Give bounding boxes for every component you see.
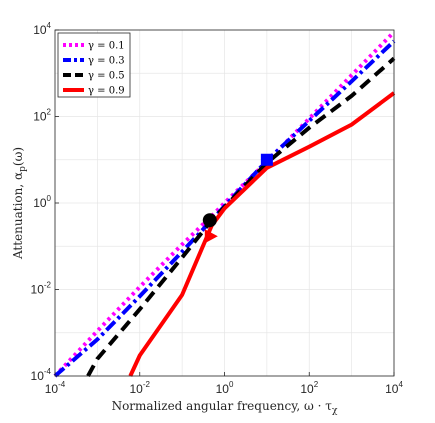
legend-label: γ = 0.5 <box>88 71 125 82</box>
x-tick-label: 10-4 <box>45 380 66 396</box>
y-tick-label: 10-4 <box>31 367 52 383</box>
y-axis-label: Attenuation, αp(ω) <box>11 147 28 260</box>
marker-square <box>260 153 273 166</box>
y-tick-labels: 10-4 10-2 100 102 104 <box>31 21 59 383</box>
series-lines <box>53 30 396 378</box>
marker-triangle <box>204 229 218 244</box>
x-axis-label: Normalized angular frequency, ω · τχ <box>112 399 338 416</box>
x-tick-label: 100 <box>216 380 234 396</box>
legend-label: γ = 0.3 <box>88 56 125 67</box>
marker-circle <box>202 213 217 228</box>
legend-label: γ = 0.9 <box>88 86 125 97</box>
series-line-4 <box>128 91 396 377</box>
y-tick-label: 102 <box>33 108 51 124</box>
x-tick-label: 104 <box>385 380 403 396</box>
legend: γ = 0.1 γ = 0.3 γ = 0.5 γ = 0.9 <box>57 32 131 98</box>
x-tick-label: 10-2 <box>130 380 151 396</box>
y-tick-label: 100 <box>33 194 51 210</box>
x-tick-label: 102 <box>300 380 318 396</box>
series-line-1 <box>53 30 396 378</box>
y-tick-label: 10-2 <box>31 281 52 297</box>
legend-label: γ = 0.1 <box>88 41 125 52</box>
x-tick-labels: 10-4 10-2 100 102 104 <box>45 372 403 396</box>
series-line-2 <box>53 39 396 378</box>
marker-points <box>202 153 273 244</box>
y-tick-label: 104 <box>33 21 51 37</box>
